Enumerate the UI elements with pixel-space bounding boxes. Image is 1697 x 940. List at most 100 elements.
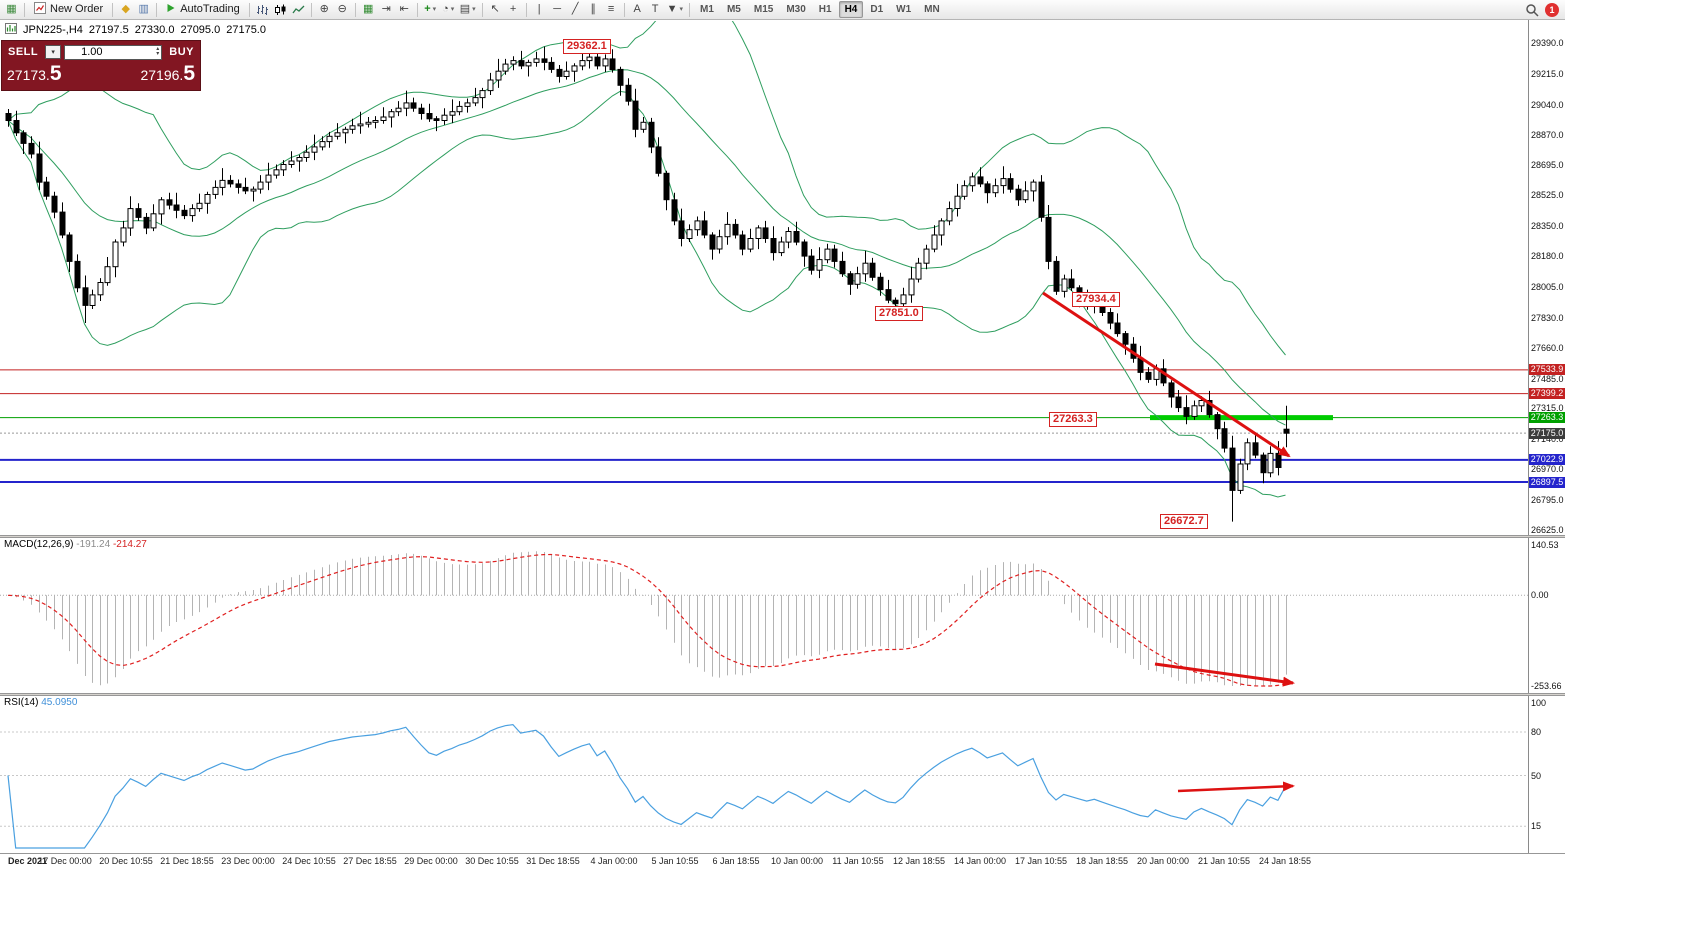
time-axis-label: 24 Dec 10:55: [282, 856, 336, 866]
trendline-icon[interactable]: ╱: [571, 3, 579, 15]
time-axis-label: 31 Dec 18:55: [526, 856, 580, 866]
zoom-out-icon[interactable]: ⊖: [337, 3, 347, 15]
price-tag: 27399.2: [1529, 388, 1565, 400]
sell-button[interactable]: SELL: [8, 46, 39, 58]
text-label-icon[interactable]: T: [651, 3, 659, 15]
price-callout[interactable]: 27851.0: [875, 306, 923, 321]
new-order-button[interactable]: New Order: [29, 1, 108, 18]
metatrader-window: ▦ New Order ◆ ▥ AutoTrading ⊕ ⊖ ▦ ⇥ ⇤ + ▾ ◔ ▾ ▤ ▾ ↖ + | ─ ╱ ∥…: [0, 0, 1565, 940]
time-axis-label: 18 Jan 18:55: [1075, 856, 1129, 866]
rsi-value: 45.0950: [41, 697, 78, 708]
toolbar-separator: [354, 2, 356, 17]
arrows-icon[interactable]: ▼ ▾: [666, 3, 684, 15]
chart-canvas[interactable]: [0, 0, 1565, 940]
macd-name: MACD(12,26,9): [4, 539, 74, 550]
rsi-pane-separator[interactable]: [0, 693, 1565, 696]
macd-pane-separator[interactable]: [0, 535, 1565, 538]
mql5-community-icon[interactable]: ◆: [121, 3, 130, 15]
sell-price-main: 27173.: [7, 67, 50, 83]
templates-icon[interactable]: ▤ ▾: [459, 3, 476, 15]
price-axis-label: 27315.0: [1531, 403, 1564, 414]
price-axis-label: 27660.0: [1531, 342, 1564, 353]
chart-window-icon: [5, 23, 17, 37]
price-axis-label: 26795.0: [1531, 495, 1564, 506]
time-axis-label: 4 Jan 00:00: [590, 856, 638, 866]
chevron-down-icon: ▾: [679, 6, 684, 13]
price-callout[interactable]: 27934.4: [1072, 292, 1120, 307]
price-callout[interactable]: 26672.7: [1160, 514, 1208, 529]
chart-shift-icon[interactable]: ⇤: [399, 3, 409, 15]
text-icon[interactable]: A: [633, 3, 641, 15]
vertical-line-icon[interactable]: |: [537, 3, 541, 15]
price-callout[interactable]: 27263.3: [1049, 412, 1097, 427]
rsi-axis-label: 80: [1531, 727, 1542, 737]
notifications-badge[interactable]: 1: [1545, 2, 1559, 17]
price-callout[interactable]: 29362.1: [563, 39, 611, 54]
horizontal-line-icon[interactable]: ─: [553, 3, 562, 15]
order-icon: [34, 2, 46, 17]
search-icon[interactable]: [1523, 1, 1541, 18]
timeframe-mn-button[interactable]: MN: [924, 4, 940, 15]
rsi-name: RSI(14): [4, 697, 39, 708]
timeframe-w1-button[interactable]: W1: [896, 4, 912, 15]
time-axis-label: 29 Dec 00:00: [404, 856, 458, 866]
time-axis-label: 21 Dec 18:55: [160, 856, 214, 866]
toolbar-separator: [156, 2, 158, 17]
time-axis-label: 10 Jan 00:00: [770, 856, 824, 866]
data-window-icon[interactable]: ▥: [138, 3, 149, 15]
new-chart-icon[interactable]: ▦: [6, 3, 17, 15]
price-axis-label: 28180.0: [1531, 251, 1564, 262]
price-tag: 27175.0: [1529, 427, 1565, 439]
timeframe-h1-button[interactable]: H1: [818, 4, 832, 15]
price-axis-label: 27830.0: [1531, 312, 1564, 323]
timeframe-m5-button[interactable]: M5: [726, 4, 741, 15]
price-axis-label: 28005.0: [1531, 281, 1564, 292]
chevron-up-icon: ▴: [156, 46, 160, 52]
indicators-icon[interactable]: + ▾: [424, 3, 437, 15]
price-tag: 27022.9: [1529, 454, 1565, 466]
buy-price[interactable]: 27196.5: [140, 62, 195, 86]
chevron-down-icon: ▾: [156, 51, 160, 57]
time-axis-label: Dec 2021: [8, 856, 48, 866]
tile-windows-icon[interactable]: ▦: [363, 3, 374, 15]
timeframe-m30-button[interactable]: M30: [786, 4, 806, 15]
ohlc-low: 27095.0: [180, 24, 221, 36]
cursor-icon[interactable]: ↖: [490, 3, 500, 15]
timeframe-m1-button[interactable]: M1: [700, 4, 714, 15]
auto-scroll-icon[interactable]: ⇥: [381, 3, 391, 15]
periods-icon[interactable]: ◔ ▾: [442, 3, 455, 15]
volume-stepper[interactable]: ▴ ▾: [156, 46, 160, 57]
timeframe-d1-button[interactable]: D1: [870, 4, 884, 15]
ohlc-high: 27330.0: [134, 24, 175, 36]
time-axis-label: 20 Dec 10:55: [99, 856, 153, 866]
line-chart-icon[interactable]: [290, 1, 307, 18]
price-axis-border[interactable]: [1528, 20, 1529, 854]
zoom-in-icon[interactable]: ⊕: [319, 3, 329, 15]
time-axis-label: 11 Jan 10:55: [832, 856, 884, 866]
rsi-indicator-label: RSI(14) 45.0950: [4, 697, 77, 708]
volume-input[interactable]: 1.00 ▴ ▾: [64, 44, 163, 60]
price-axis-label: 27485.0: [1531, 373, 1564, 384]
price-axis-label: 28870.0: [1531, 129, 1564, 140]
ohlc-open: 27197.5: [88, 24, 129, 36]
sell-price[interactable]: 27173.5: [7, 62, 62, 86]
bar-chart-icon[interactable]: [254, 1, 271, 18]
fibonacci-retracement-icon[interactable]: ≡: [607, 3, 615, 15]
equidistant-channel-icon[interactable]: ∥: [590, 3, 596, 15]
macd-axis-label: 0.00: [1531, 590, 1549, 601]
buy-button[interactable]: BUY: [169, 46, 194, 58]
play-icon: [166, 3, 176, 16]
trade-options-dropdown[interactable]: ▾: [45, 45, 62, 59]
chart-info-line: JPN225-,H4 27197.5 27330.0 27095.0 27175…: [5, 23, 266, 37]
autotrading-button[interactable]: AutoTrading: [161, 1, 245, 18]
time-axis-separator: [0, 853, 1565, 854]
candlestick-chart-icon[interactable]: [272, 1, 289, 18]
time-axis-label: 17 Dec 00:00: [38, 856, 92, 866]
ohlc-close: 27175.0: [226, 24, 266, 36]
crosshair-icon[interactable]: +: [509, 3, 517, 15]
timeframe-h4-button[interactable]: H4: [838, 1, 864, 18]
timeframe-m15-button[interactable]: M15: [753, 4, 774, 15]
chevron-down-icon: ▾: [472, 6, 476, 13]
time-axis-label: 14 Jan 00:00: [953, 856, 1007, 866]
